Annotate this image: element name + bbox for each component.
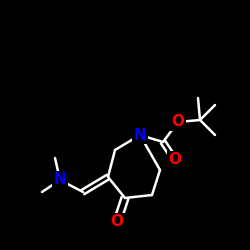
Text: N: N [54, 172, 66, 188]
Text: O: O [110, 214, 124, 230]
Text: N: N [134, 128, 146, 142]
Text: O: O [172, 114, 184, 130]
Text: O: O [168, 152, 181, 168]
